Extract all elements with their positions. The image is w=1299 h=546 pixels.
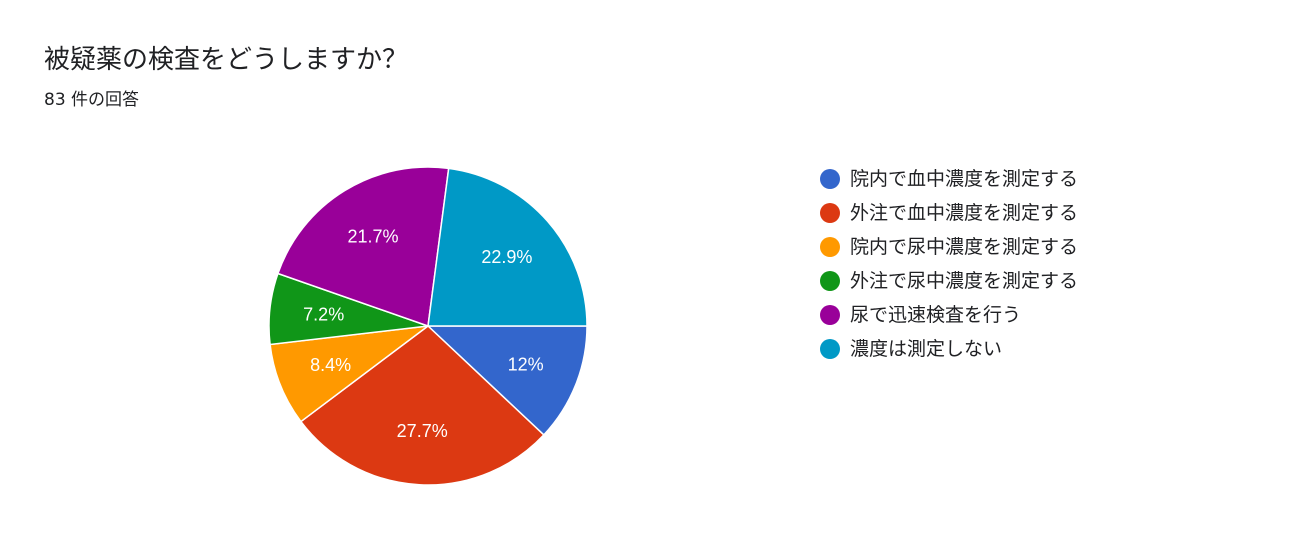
legend-item-5[interactable]: 尿で迅速検査を行う (820, 298, 1078, 332)
legend-item-2[interactable]: 外注で血中濃度を測定する (820, 196, 1078, 230)
legend-label: 外注で尿中濃度を測定する (850, 270, 1079, 292)
legend-item-6[interactable]: 濃度は測定しない (820, 332, 1078, 366)
slice-percent-label-6: 22.9% (481, 247, 532, 267)
slice-percent-label-1: 12% (508, 355, 544, 375)
legend-swatch-icon (820, 271, 840, 291)
legend-label: 院内で血中濃度を測定する (850, 168, 1079, 190)
response-count: 83 件の回答 (44, 90, 140, 110)
pie-slice-6[interactable] (427, 167, 588, 327)
slice-percent-label-4: 7.2% (303, 305, 344, 325)
slice-percent-label-5: 21.7% (347, 227, 398, 247)
legend-item-4[interactable]: 外注で尿中濃度を測定する (820, 264, 1078, 298)
legend-swatch-icon (820, 169, 840, 189)
slice-percent-label-3: 8.4% (310, 355, 351, 375)
legend-swatch-icon (820, 339, 840, 359)
pie-slice-1[interactable] (426, 325, 588, 436)
legend-item-3[interactable]: 院内で尿中濃度を測定する (820, 230, 1078, 264)
legend-label: 外注で血中濃度を測定する (850, 202, 1079, 224)
chart-title: 被疑薬の検査をどうしますか？ (44, 45, 409, 75)
legend-label: 尿で迅速検査を行う (850, 304, 1022, 326)
legend-swatch-icon (820, 203, 840, 223)
legend-label: 院内で尿中濃度を測定する (850, 236, 1079, 258)
legend-label: 濃度は測定しない (850, 338, 1003, 360)
pie-slice-2[interactable] (299, 325, 545, 486)
legend-item-1[interactable]: 院内で血中濃度を測定する (820, 162, 1078, 196)
chart-legend: 院内で血中濃度を測定する 外注で血中濃度を測定する 院内で尿中濃度を測定する 外注で尿… (820, 162, 1078, 366)
legend-swatch-icon (820, 237, 840, 257)
slice-percent-label-2: 27.7% (397, 421, 448, 441)
legend-swatch-icon (820, 305, 840, 325)
pie-slice-5[interactable] (276, 166, 450, 328)
